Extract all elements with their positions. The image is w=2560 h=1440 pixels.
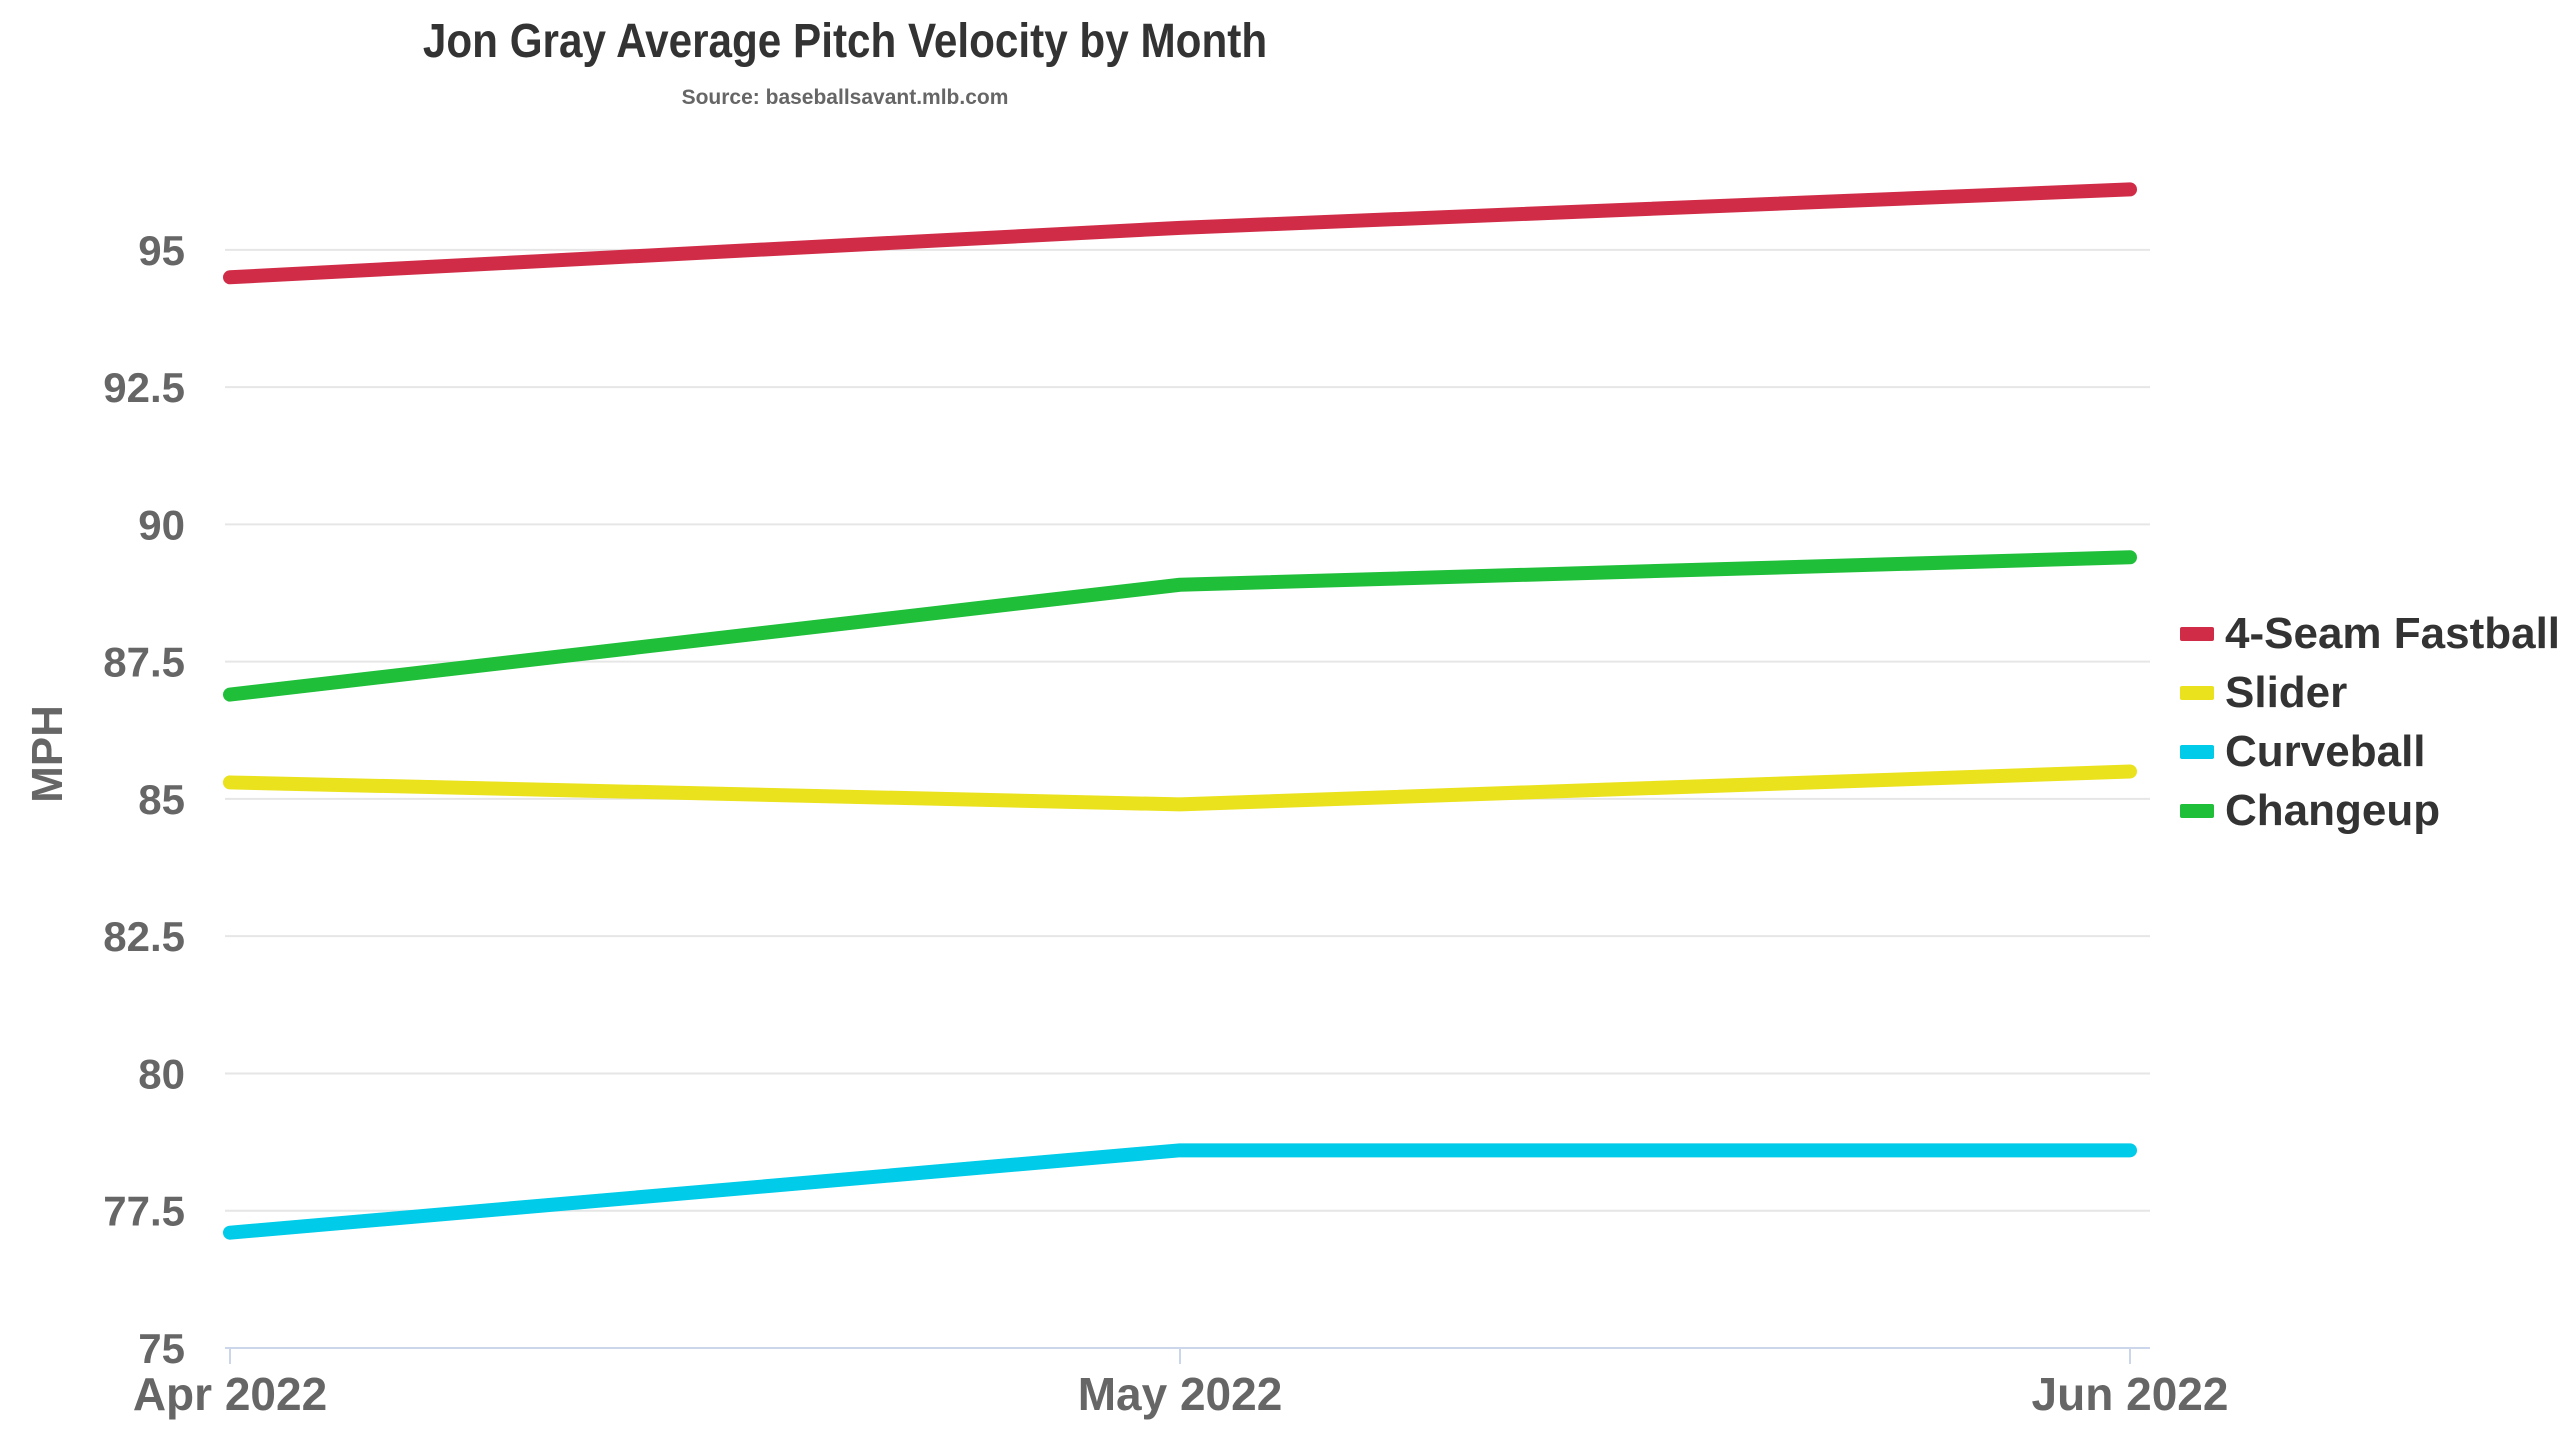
legend-swatch — [2180, 626, 2214, 641]
series-lines — [223, 182, 2137, 1240]
legend-item[interactable]: Slider — [2180, 663, 2560, 722]
y-tick-label: 77.5 — [103, 1188, 185, 1235]
x-tick-label: May 2022 — [1078, 1368, 1283, 1420]
y-axis-title: MPH — [23, 705, 72, 803]
gridlines — [225, 248, 2150, 1212]
legend-swatch — [2180, 803, 2214, 818]
legend-label: Slider — [2225, 667, 2348, 717]
legend-item[interactable]: 4-Seam Fastball — [2180, 604, 2560, 663]
series-line — [223, 182, 2137, 285]
chart-subtitle: Source: baseballsavant.mlb.com — [681, 86, 1009, 109]
legend-item[interactable]: Curveball — [2180, 722, 2560, 781]
legend-swatch — [2180, 744, 2214, 759]
legend: 4-Seam Fastball Slider Curveball Changeup — [2180, 604, 2560, 840]
x-tick-label: Jun 2022 — [2032, 1368, 2229, 1420]
y-tick-label: 85 — [138, 776, 185, 823]
y-tick-label: 95 — [138, 227, 185, 274]
chart-title: Jon Gray Average Pitch Velocity by Month — [422, 15, 1268, 68]
y-tick-label: 80 — [138, 1050, 185, 1097]
legend-label: Changeup — [2225, 785, 2441, 835]
y-tick-label: 75 — [138, 1325, 185, 1372]
series-line — [223, 1143, 2137, 1240]
series-line — [223, 550, 2137, 702]
legend-label: Curveball — [2225, 726, 2426, 776]
series-line — [223, 764, 2137, 812]
legend-swatch — [2180, 685, 2214, 700]
axes: 75 77.5 80 82.5 85 87.5 90 92.5 95 Apr 2022 May 20… — [103, 227, 2228, 1420]
y-tick-label: 92.5 — [103, 364, 185, 411]
x-tick-label: Apr 2022 — [133, 1368, 327, 1420]
legend-item[interactable]: Changeup — [2180, 781, 2560, 840]
y-tick-label: 90 — [138, 501, 185, 548]
y-tick-label: 82.5 — [103, 913, 185, 960]
legend-label: 4-Seam Fastball — [2225, 608, 2560, 658]
y-tick-label: 87.5 — [103, 639, 185, 686]
